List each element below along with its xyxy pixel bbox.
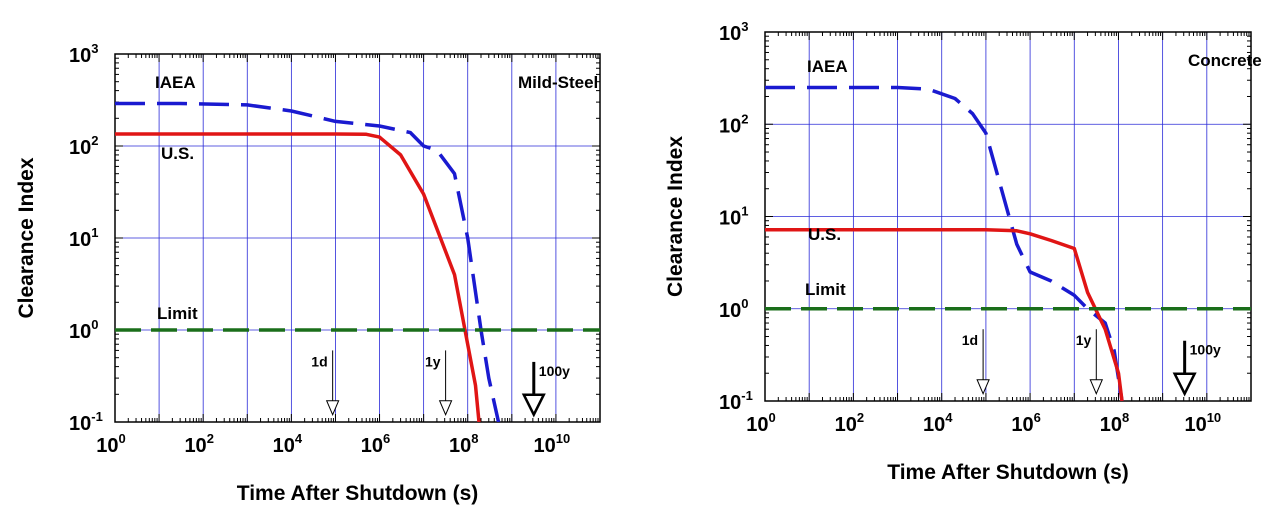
x-axis-title: Time After Shutdown (s) bbox=[887, 461, 1129, 484]
annotation-arrow-head bbox=[325, 400, 340, 416]
annotation-label: 100y bbox=[1190, 342, 1221, 358]
series-line-us bbox=[765, 227, 1124, 401]
panel-label: Mild-Steel bbox=[518, 73, 598, 92]
chart-panel-2: 100 102 104 106 108 101010-1100101102103Time … bbox=[664, 19, 1262, 484]
y-tick-label: 101 bbox=[719, 204, 748, 230]
x-tick-label: 1010 bbox=[1184, 410, 1221, 436]
annotation-arrow-head bbox=[438, 400, 453, 416]
x-tick-label: 108 bbox=[449, 431, 478, 457]
series-label-limit: Limit bbox=[805, 280, 846, 299]
x-tick-label: 106 bbox=[1011, 410, 1040, 436]
annotation-arrow-head bbox=[1172, 372, 1197, 397]
y-tick-label: 10-1 bbox=[719, 388, 753, 414]
y-tick-label: 10-1 bbox=[69, 409, 103, 435]
series-label-limit: Limit bbox=[157, 304, 198, 323]
x-tick-label: 106 bbox=[361, 431, 390, 457]
panel-label: Concrete bbox=[1188, 51, 1262, 70]
annotation-label: 1y bbox=[425, 353, 441, 369]
y-tick-label: 103 bbox=[69, 41, 98, 67]
y-tick-label: 102 bbox=[719, 111, 748, 137]
annotation-label: 1d bbox=[311, 353, 327, 369]
y-tick-label: 101 bbox=[69, 225, 98, 251]
x-tick-label: 100 bbox=[96, 431, 125, 457]
annotation-label: 1y bbox=[1076, 332, 1092, 348]
x-tick-label: 104 bbox=[273, 431, 303, 457]
annotation-arrow-head bbox=[1089, 379, 1104, 395]
annotation-arrow-head bbox=[521, 393, 546, 418]
x-tick-label: 102 bbox=[184, 431, 213, 457]
series-label-us: U.S. bbox=[161, 144, 194, 163]
y-tick-label: 100 bbox=[69, 317, 98, 343]
y-tick-label: 100 bbox=[719, 296, 748, 322]
x-tick-label: 108 bbox=[1100, 410, 1129, 436]
y-axis-title: Clearance Index bbox=[664, 136, 687, 297]
x-tick-label: 104 bbox=[923, 410, 953, 436]
series-line-iaea bbox=[765, 85, 1124, 401]
annotation-arrow-head bbox=[976, 379, 990, 395]
x-axis-title: Time After Shutdown (s) bbox=[237, 482, 479, 505]
x-tick-label: 1010 bbox=[534, 431, 571, 457]
series-line-us bbox=[115, 132, 481, 422]
x-tick-label: 102 bbox=[835, 410, 864, 436]
chart-panel-1: 100 102 104 106 108 101010-1100101102103Time … bbox=[15, 41, 601, 505]
series-label-iaea: IAEA bbox=[807, 57, 848, 76]
annotation-label: 1d bbox=[962, 332, 978, 348]
y-tick-label: 102 bbox=[69, 133, 98, 159]
series-line-iaea bbox=[115, 101, 501, 422]
series-label-iaea: IAEA bbox=[155, 73, 196, 92]
y-axis-title: Clearance Index bbox=[15, 157, 38, 318]
annotation-label: 100y bbox=[539, 363, 570, 379]
x-tick-label: 100 bbox=[746, 410, 775, 436]
y-tick-label: 103 bbox=[719, 19, 748, 45]
series-label-us: U.S. bbox=[808, 225, 841, 244]
